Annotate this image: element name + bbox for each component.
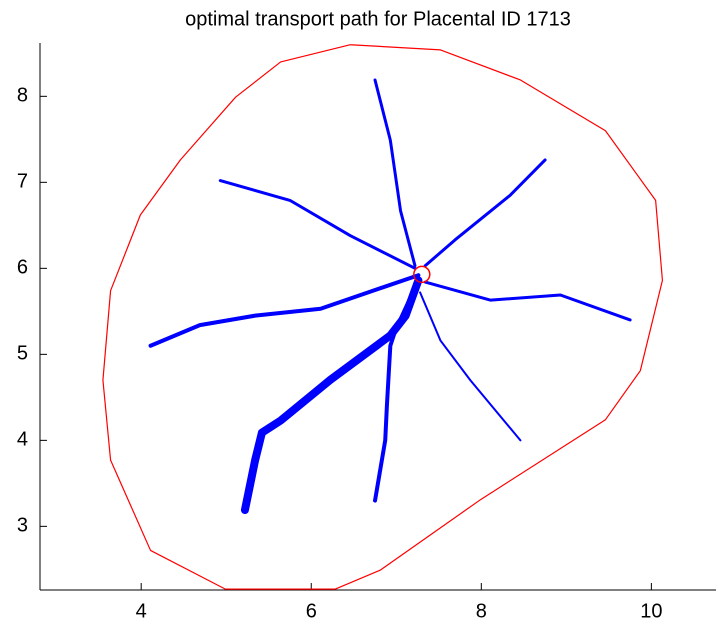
branch (373, 278, 421, 503)
branch (419, 291, 522, 442)
root-marker (413, 265, 431, 284)
y-tick-label: 8 (17, 85, 28, 107)
y-tick-label: 7 (17, 171, 28, 193)
branch (423, 158, 547, 268)
y-tick-label: 3 (17, 515, 28, 537)
x-tick-label: 10 (640, 600, 662, 622)
branch (373, 78, 417, 268)
x-tick-label: 6 (306, 600, 317, 622)
branch (240, 276, 423, 515)
x-tick-label: 8 (476, 600, 487, 622)
branch (218, 179, 417, 270)
x-tick-label: 4 (136, 600, 147, 622)
branch (102, 44, 664, 590)
y-tick-label: 6 (17, 257, 28, 279)
branch (148, 273, 421, 348)
y-tick-label: 5 (17, 343, 28, 365)
branch (423, 280, 632, 322)
y-tick-label: 4 (17, 429, 28, 451)
chart-title: optimal transport path for Placental ID … (185, 8, 571, 30)
